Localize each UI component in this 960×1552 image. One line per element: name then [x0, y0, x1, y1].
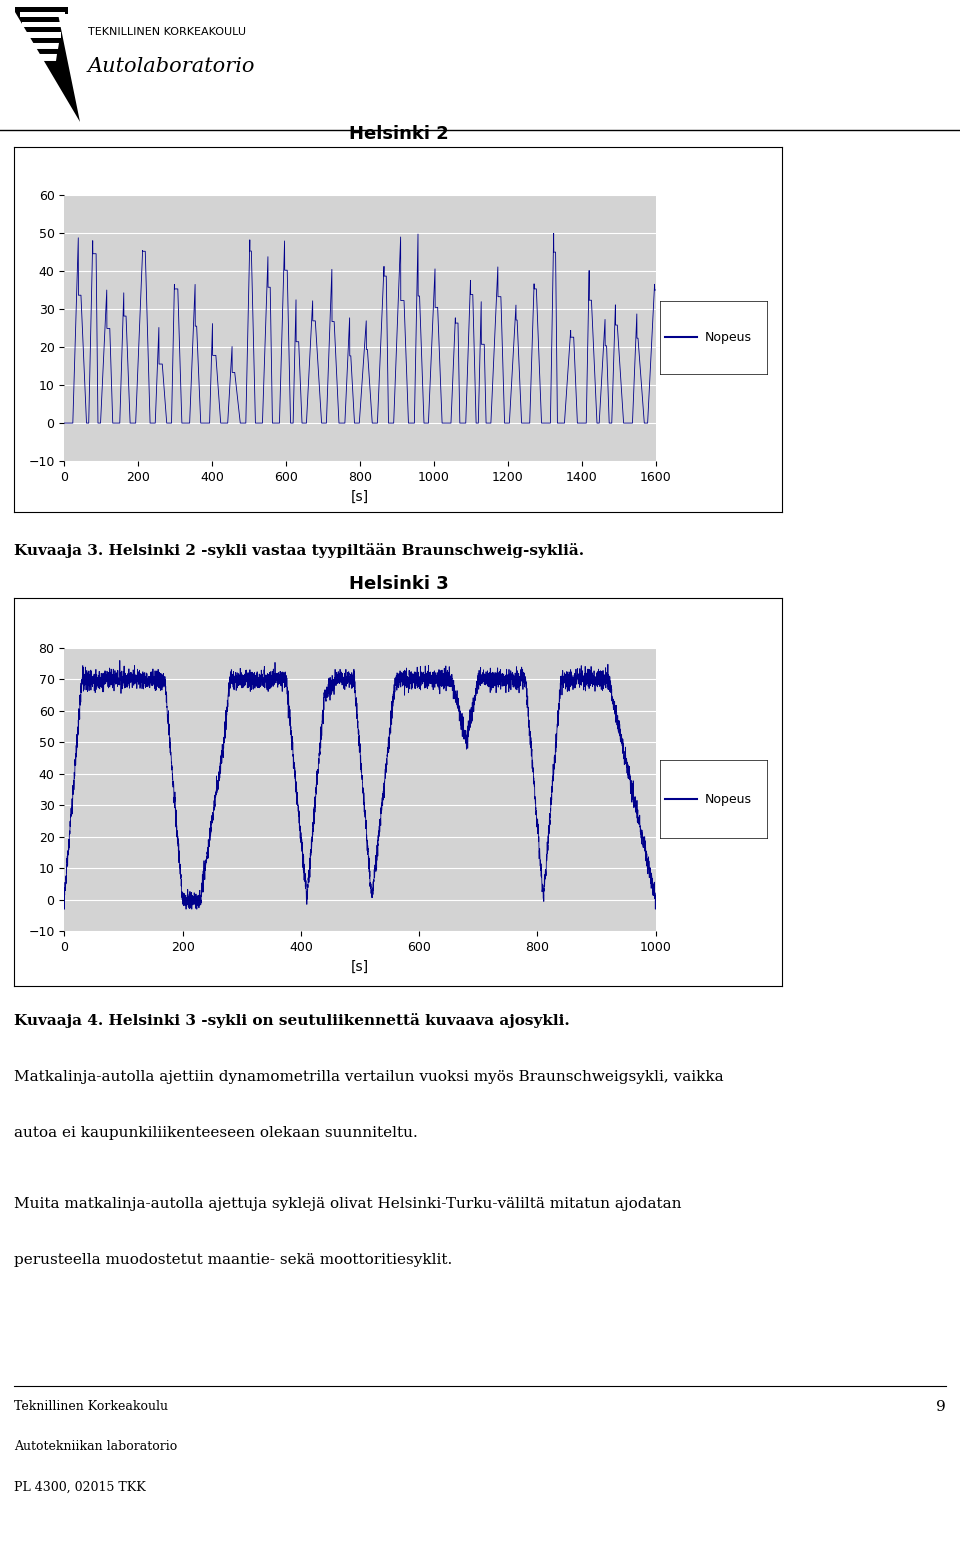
Text: Teknillinen Korkeakoulu: Teknillinen Korkeakoulu: [14, 1400, 168, 1412]
Text: Nopeus: Nopeus: [705, 331, 752, 343]
X-axis label: [s]: [s]: [351, 489, 369, 503]
Text: perusteella muodostetut maantie- sekä moottoritiesyklit.: perusteella muodostetut maantie- sekä mo…: [14, 1252, 453, 1266]
Polygon shape: [20, 12, 65, 17]
Polygon shape: [32, 54, 57, 61]
Polygon shape: [28, 43, 59, 50]
X-axis label: [s]: [s]: [351, 959, 369, 973]
Text: autoa ei kaupunkiliikenteeseen olekaan suunniteltu.: autoa ei kaupunkiliikenteeseen olekaan s…: [14, 1127, 419, 1141]
Text: Autolaboratorio: Autolaboratorio: [88, 57, 255, 76]
Text: Autotekniikan laboratorio: Autotekniikan laboratorio: [14, 1440, 178, 1453]
Polygon shape: [15, 8, 80, 123]
Title: Helsinki 2: Helsinki 2: [348, 126, 448, 143]
Text: 9: 9: [936, 1400, 946, 1414]
Polygon shape: [25, 33, 61, 37]
Polygon shape: [22, 22, 63, 26]
Text: TEKNILLINEN KORKEAKOULU: TEKNILLINEN KORKEAKOULU: [88, 26, 246, 37]
Text: Matkalinja-autolla ajettiin dynamometrilla vertailun vuoksi myös Braunschweigsyk: Matkalinja-autolla ajettiin dynamometril…: [14, 1071, 724, 1085]
Text: Kuvaaja 4. Helsinki 3 -sykli on seutuliikennettä kuvaava ajosykli.: Kuvaaja 4. Helsinki 3 -sykli on seutulii…: [14, 1013, 570, 1027]
Text: Nopeus: Nopeus: [705, 793, 752, 805]
Text: PL 4300, 02015 TKK: PL 4300, 02015 TKK: [14, 1481, 146, 1493]
Text: Muita matkalinja-autolla ajettuja syklejä olivat Helsinki-Turku-väliltä mitatun : Muita matkalinja-autolla ajettuja syklej…: [14, 1197, 682, 1211]
Title: Helsinki 3: Helsinki 3: [348, 576, 448, 593]
Text: Kuvaaja 3. Helsinki 2 -sykli vastaa tyypiltään Braunschweig-sykliä.: Kuvaaja 3. Helsinki 2 -sykli vastaa tyyp…: [14, 543, 585, 559]
